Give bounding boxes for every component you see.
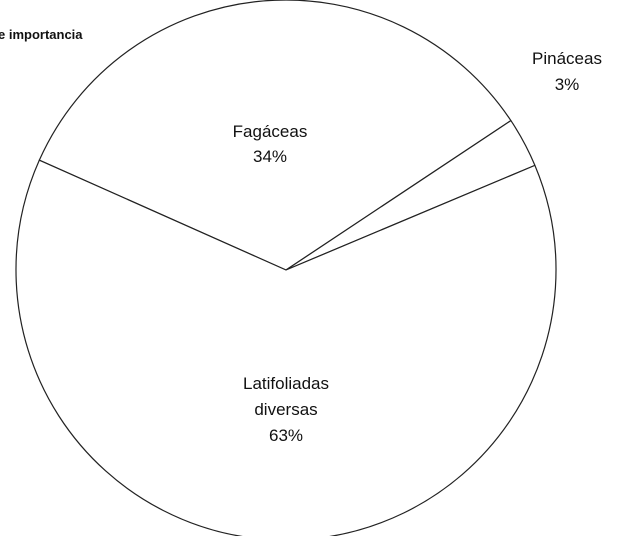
slice-label-latifoliadas: Latifoliadas diversas 63%: [243, 374, 329, 445]
slice-label-pinaceas-value: 3%: [555, 75, 580, 94]
pie-slice-0: [38, 0, 512, 271]
chart-title: e importancia: [0, 27, 83, 42]
slice-label-fagaceas: Fagáceas 34%: [233, 122, 308, 166]
pie-slice-2: [15, 159, 557, 536]
pie-slices: [15, 0, 557, 536]
slice-label-fagaceas-value: 34%: [253, 147, 287, 166]
slice-label-latifoliadas-line2: diversas: [254, 400, 317, 419]
slice-label-pinaceas: Pináceas 3%: [532, 49, 602, 94]
slice-label-latifoliadas-line1: Latifoliadas: [243, 374, 329, 393]
slice-label-fagaceas-name: Fagáceas: [233, 122, 308, 141]
slice-label-latifoliadas-value: 63%: [269, 426, 303, 445]
slice-label-pinaceas-name: Pináceas: [532, 49, 602, 68]
